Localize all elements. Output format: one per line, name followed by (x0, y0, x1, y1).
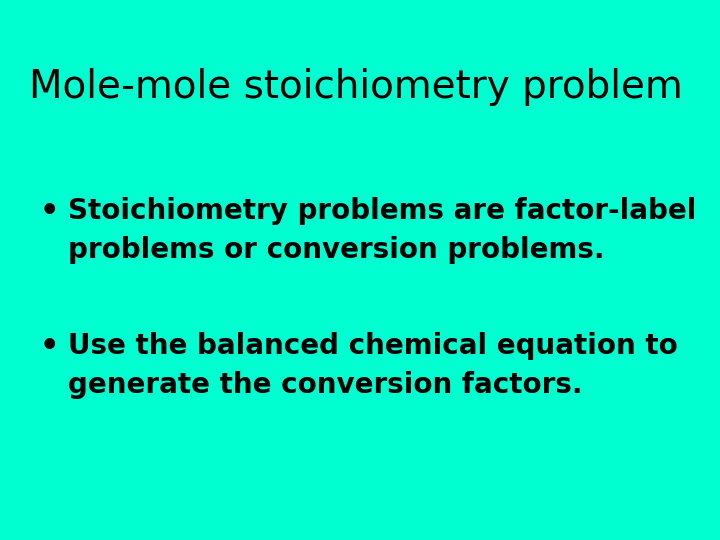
Text: •: • (40, 332, 59, 361)
Text: Use the balanced chemical equation to
generate the conversion factors.: Use the balanced chemical equation to ge… (68, 332, 678, 399)
Text: Stoichiometry problems are factor-label
problems or conversion problems.: Stoichiometry problems are factor-label … (68, 197, 697, 264)
Text: •: • (40, 197, 59, 226)
Text: Mole-mole stoichiometry problem: Mole-mole stoichiometry problem (29, 68, 683, 105)
